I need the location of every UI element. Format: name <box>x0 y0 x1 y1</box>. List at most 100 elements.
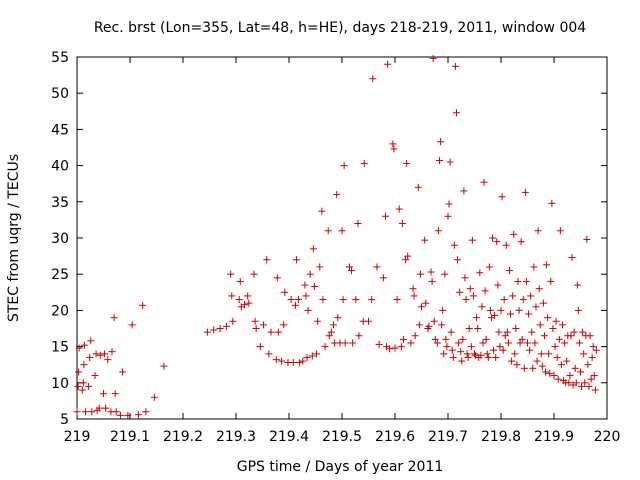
data-point-marker <box>444 212 452 220</box>
data-point-marker <box>441 270 449 278</box>
data-point-marker <box>422 299 430 307</box>
data-point-marker <box>507 310 515 318</box>
data-point-marker <box>216 325 224 332</box>
data-point-marker <box>81 408 89 416</box>
data-point-marker <box>497 306 505 314</box>
data-point-marker <box>443 343 451 351</box>
data-point-marker <box>384 60 392 68</box>
data-point-marker <box>210 326 218 334</box>
data-point-marker <box>555 335 563 343</box>
data-point-marker <box>379 274 387 282</box>
data-point-marker <box>474 325 482 332</box>
data-point-marker <box>455 339 463 347</box>
data-point-marker <box>486 306 494 314</box>
data-point-marker <box>552 317 560 325</box>
data-point-marker <box>369 75 377 83</box>
data-point-marker <box>466 285 474 293</box>
data-point-marker <box>502 241 510 249</box>
data-point-marker <box>577 368 584 376</box>
data-point-marker <box>404 252 412 260</box>
data-point-marker <box>535 285 543 293</box>
data-point-marker <box>274 328 282 336</box>
data-point-marker <box>461 274 469 282</box>
data-point-marker <box>104 356 112 364</box>
data-point-marker <box>548 199 556 207</box>
data-point-marker <box>527 292 535 300</box>
data-point-marker <box>546 369 554 377</box>
data-point-marker <box>563 357 571 365</box>
data-point-marker <box>504 339 512 347</box>
data-point-marker <box>581 379 589 387</box>
data-point-marker <box>451 62 459 70</box>
data-point-marker <box>526 346 534 354</box>
data-point-marker <box>325 332 333 340</box>
data-point-marker <box>446 158 454 166</box>
data-point-marker <box>421 236 429 244</box>
data-point-marker <box>557 361 565 369</box>
data-point-marker <box>528 328 536 336</box>
data-point-marker <box>389 140 397 148</box>
data-point-marker <box>229 317 237 325</box>
data-point-marker <box>512 325 520 332</box>
data-point-marker <box>533 357 541 365</box>
data-point-marker <box>537 350 545 358</box>
data-point-marker <box>403 159 411 167</box>
data-point-marker <box>250 270 258 278</box>
data-point-marker <box>95 404 103 412</box>
data-point-marker <box>549 325 557 332</box>
data-point-marker <box>352 296 360 304</box>
data-point-marker <box>74 382 82 390</box>
data-point-marker <box>516 339 524 347</box>
data-point-marker <box>416 270 424 278</box>
data-point-marker <box>431 335 439 343</box>
data-point-marker <box>295 296 303 304</box>
data-point-marker <box>75 344 83 352</box>
data-point-marker <box>553 353 561 361</box>
data-point-marker <box>348 267 356 275</box>
data-point-marker <box>454 256 462 264</box>
data-point-marker <box>354 220 362 228</box>
data-point-marker <box>561 339 569 347</box>
data-point-marker <box>411 332 419 340</box>
data-point-marker <box>508 357 516 365</box>
data-point-marker <box>128 321 136 329</box>
data-point-marker <box>398 220 406 228</box>
data-point-marker <box>390 145 398 153</box>
data-point-marker <box>494 281 502 289</box>
data-point-marker <box>436 157 444 165</box>
data-point-marker <box>524 339 531 347</box>
data-point-marker <box>427 268 435 276</box>
data-point-marker <box>240 301 248 309</box>
data-point-marker <box>544 314 552 322</box>
data-point-marker <box>345 263 353 271</box>
data-point-marker <box>302 292 310 300</box>
data-point-marker <box>433 339 441 347</box>
chart-title: Rec. brst (Lon=355, Lat=48, h=HE), days … <box>94 20 586 36</box>
x-tick-label: 219.8 <box>481 429 521 445</box>
data-point-marker <box>580 350 588 358</box>
data-point-marker <box>586 332 594 340</box>
data-point-marker <box>425 322 433 330</box>
data-point-marker <box>583 235 591 243</box>
data-point-marker <box>471 350 478 358</box>
data-point-marker <box>534 227 542 235</box>
x-axis: 219 219.1 219.2 219.3 219.4 219.5 219.6 219.7 21… <box>64 57 621 445</box>
data-point-marker <box>540 332 548 340</box>
data-point-marker <box>572 379 580 387</box>
data-point-marker <box>339 296 347 304</box>
data-point-marker <box>550 372 558 380</box>
x-tick-label: 220 <box>594 429 621 445</box>
data-point-marker <box>310 283 318 291</box>
data-point-marker <box>142 408 150 416</box>
data-point-marker <box>267 328 275 336</box>
data-point-marker <box>75 368 83 376</box>
data-point-marker <box>355 332 363 340</box>
data-point-marker <box>456 288 464 296</box>
data-point-marker <box>386 345 394 353</box>
data-point-marker <box>236 277 244 285</box>
data-point-marker <box>418 303 425 311</box>
data-point-marker <box>445 200 453 208</box>
data-point-marker <box>265 350 273 358</box>
data-point-marker <box>539 299 547 307</box>
data-point-marker <box>415 321 423 329</box>
